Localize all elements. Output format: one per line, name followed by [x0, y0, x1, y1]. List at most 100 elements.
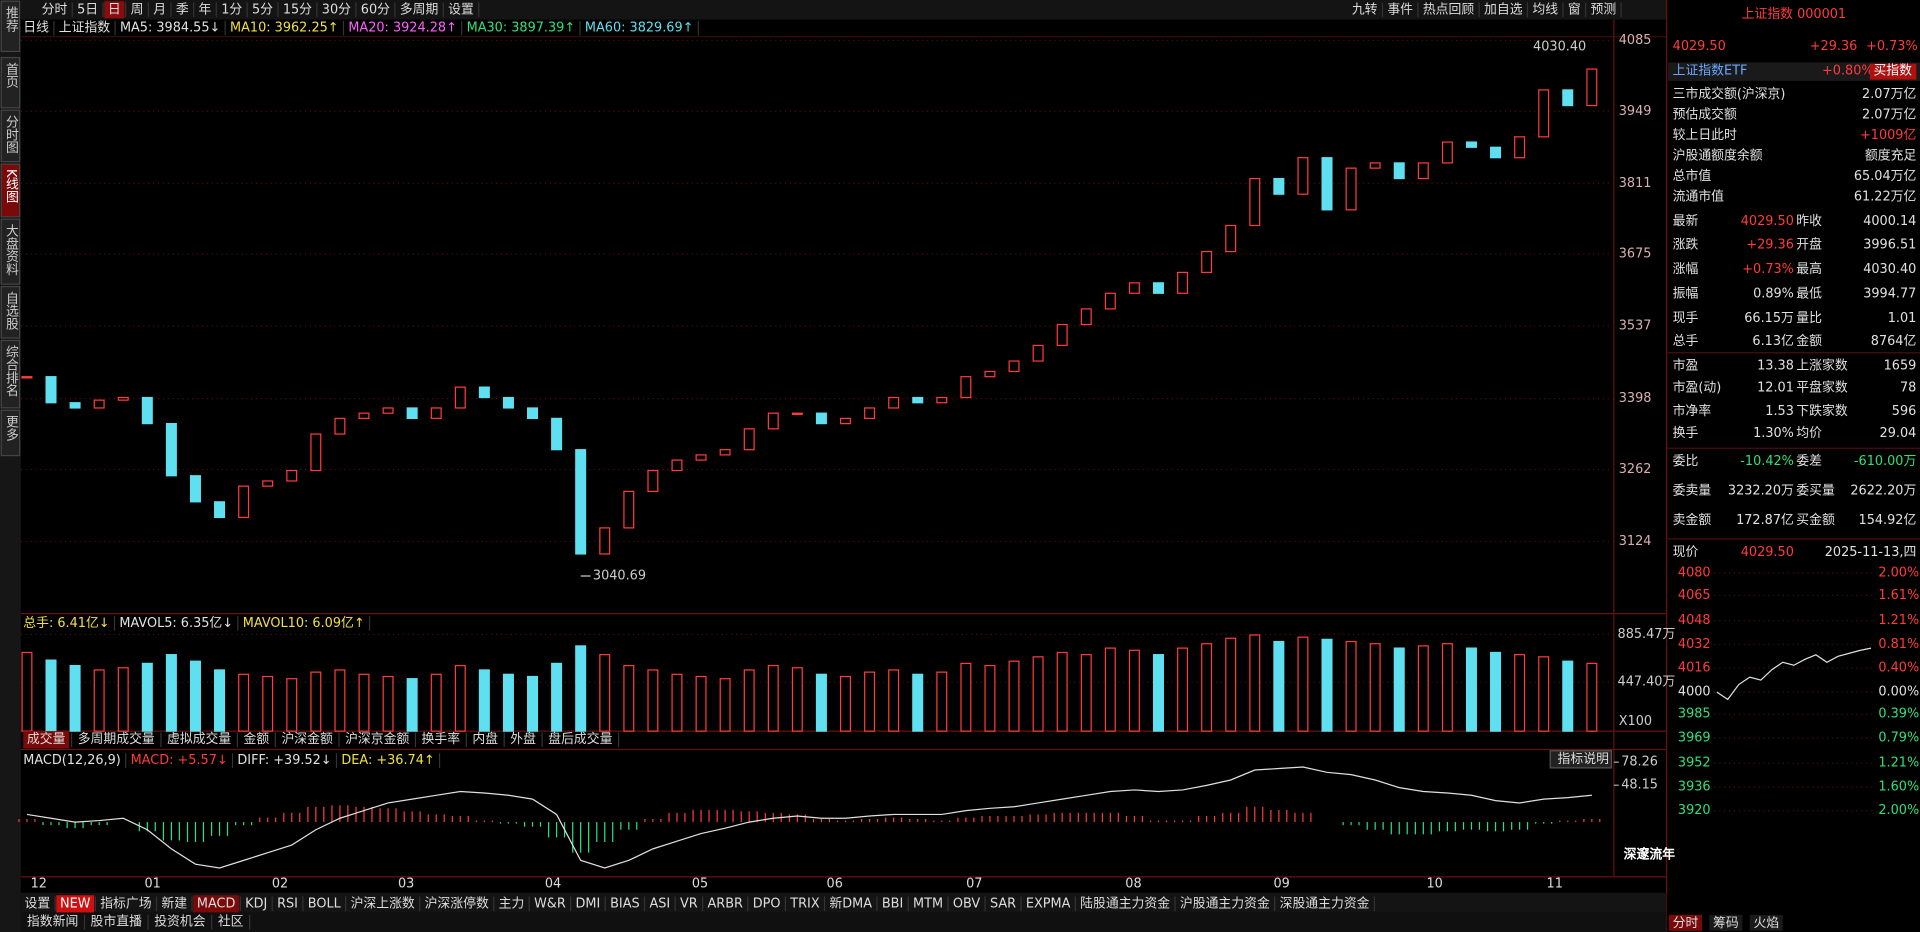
- indicator-tab[interactable]: 沪深涨停数: [425, 895, 489, 911]
- ma-legend[interactable]: MA30: 3897.39↑: [467, 21, 575, 36]
- indicator-tab[interactable]: 深股通主力资金: [1280, 895, 1370, 911]
- buy-button[interactable]: 买指数: [1873, 64, 1912, 79]
- indicator-tab[interactable]: TRIX: [789, 896, 820, 911]
- indicator-tab[interactable]: W&R: [534, 896, 566, 911]
- period-tab[interactable]: 年: [199, 2, 212, 17]
- indicator-tab-bg[interactable]: [56, 895, 95, 913]
- indicator-tab[interactable]: BOLL: [308, 896, 342, 911]
- period-tab[interactable]: 60分: [361, 2, 390, 17]
- indicator-tab[interactable]: ASI: [649, 896, 670, 911]
- macd-legend[interactable]: DEA: +36.74↑: [341, 753, 434, 768]
- indicator-tab[interactable]: SAR: [990, 896, 1016, 911]
- buy-button-bg[interactable]: [1869, 63, 1917, 80]
- mini-tab[interactable]: 筹码: [1713, 915, 1739, 931]
- indicator-tab[interactable]: MTM: [913, 896, 943, 911]
- indicator-tab-bg[interactable]: [193, 895, 240, 913]
- volume-tab[interactable]: 成交量: [27, 731, 66, 747]
- bottom-tab[interactable]: 投资机会: [154, 914, 206, 930]
- indicator-tab[interactable]: VR: [680, 896, 698, 911]
- indicator-tab[interactable]: EXPMA: [1026, 896, 1071, 911]
- period-tab[interactable]: 分时: [42, 2, 68, 17]
- indicator-tab[interactable]: 设置: [24, 896, 50, 911]
- volume-tab[interactable]: 多周期成交量: [78, 731, 155, 747]
- sidebar-tab[interactable]: [0, 163, 21, 218]
- sidebar-tab[interactable]: [0, 218, 21, 285]
- ma-legend[interactable]: MA10: 3962.25↑: [230, 21, 338, 36]
- period-tab[interactable]: 1分: [221, 2, 242, 17]
- volume-legend[interactable]: 总手: 6.41亿↓: [23, 616, 109, 631]
- sidebar-label[interactable]: 更多: [3, 415, 18, 441]
- indicator-tab[interactable]: ARBR: [707, 896, 743, 911]
- volume-tab[interactable]: 内盘: [472, 731, 498, 747]
- indicator-help[interactable]: 指标说明: [1558, 752, 1609, 767]
- indicator-tab[interactable]: 指标广场: [100, 896, 152, 911]
- volume-tab[interactable]: 盘后成交量: [548, 731, 612, 747]
- indicator-tab[interactable]: KDJ: [245, 896, 267, 911]
- period-tab[interactable]: 5分: [252, 2, 273, 17]
- indicator-help-bg[interactable]: [1549, 750, 1613, 769]
- indicator-tab[interactable]: 沪股通主力资金: [1180, 895, 1270, 911]
- sidebar-tab[interactable]: [0, 285, 21, 339]
- mini-tab[interactable]: 火焰: [1753, 916, 1779, 931]
- volume-tab[interactable]: 沪深金额: [281, 731, 333, 747]
- sidebar-label[interactable]: 综合排名: [3, 345, 18, 397]
- period-tab-bg[interactable]: [104, 1, 125, 19]
- period-tab[interactable]: 5日: [77, 2, 98, 17]
- macd-legend[interactable]: MACD(12,26,9): [23, 753, 121, 768]
- sidebar-label[interactable]: 自选股: [3, 291, 18, 330]
- period-tab[interactable]: 30分: [322, 2, 351, 17]
- ma-legend[interactable]: 日线: [23, 21, 49, 36]
- volume-legend[interactable]: MAVOL10: 6.09亿↑: [243, 616, 365, 631]
- period-tab[interactable]: 季: [176, 2, 189, 17]
- sidebar-label[interactable]: 推荐: [3, 6, 18, 32]
- volume-tab[interactable]: 换手率: [422, 731, 461, 747]
- indicator-tab[interactable]: 新DMA: [829, 895, 872, 911]
- volume-legend[interactable]: MAVOL5: 6.35亿↓: [119, 616, 233, 631]
- ma-legend[interactable]: MA5: 3984.55↓: [120, 21, 220, 36]
- macd-legend[interactable]: MACD: +5.57↓: [131, 753, 228, 768]
- mini-tab-bg[interactable]: [1668, 914, 1703, 931]
- indicator-tab[interactable]: RSI: [277, 896, 298, 911]
- ma-legend[interactable]: MA20: 3924.28↑: [348, 21, 456, 36]
- sidebar-label[interactable]: 分时图: [3, 115, 18, 154]
- bottom-tab[interactable]: 指数新闻: [27, 914, 78, 930]
- tool-button[interactable]: 热点回顾: [1423, 2, 1475, 17]
- sidebar-tab[interactable]: [0, 409, 21, 457]
- period-tab[interactable]: 15分: [283, 2, 312, 17]
- indicator-tab[interactable]: NEW: [60, 896, 91, 911]
- sidebar-label[interactable]: 首页: [3, 62, 18, 88]
- indicator-tab[interactable]: 主力: [499, 896, 525, 911]
- indicator-tab[interactable]: 陆股通主力资金: [1080, 895, 1170, 911]
- indicator-tab[interactable]: 新建: [161, 895, 187, 911]
- sidebar-tab[interactable]: [0, 0, 21, 53]
- indicator-tab[interactable]: BIAS: [610, 896, 640, 911]
- tool-button[interactable]: 窗: [1568, 1, 1581, 17]
- period-tab[interactable]: 多周期: [400, 2, 439, 17]
- period-tab[interactable]: 日: [108, 2, 121, 17]
- etf-name[interactable]: 上证指数ETF: [1673, 64, 1748, 79]
- ma-legend[interactable]: 上证指数: [59, 21, 111, 36]
- period-tab[interactable]: 周: [131, 2, 144, 17]
- macd-legend[interactable]: DIFF: +39.52↓: [237, 753, 331, 768]
- indicator-tab[interactable]: MACD: [197, 896, 236, 911]
- tool-button[interactable]: 预测: [1591, 2, 1617, 17]
- indicator-tab[interactable]: DPO: [753, 896, 781, 911]
- sidebar-tab[interactable]: [0, 56, 21, 109]
- period-tab[interactable]: 设置: [448, 2, 474, 17]
- volume-tab[interactable]: 沪深京金额: [345, 731, 409, 747]
- indicator-tab[interactable]: 沪深上涨数: [351, 896, 415, 911]
- tool-button[interactable]: 九转: [1352, 2, 1378, 17]
- period-tab[interactable]: 月: [153, 2, 166, 17]
- volume-tab[interactable]: 外盘: [510, 731, 536, 747]
- sidebar-label[interactable]: K线图: [3, 169, 18, 204]
- sidebar-tab[interactable]: [0, 339, 21, 409]
- volume-tab[interactable]: 金额: [244, 731, 270, 747]
- indicator-tab[interactable]: BBI: [882, 896, 903, 911]
- volume-tab[interactable]: 虚拟成交量: [167, 731, 231, 747]
- tool-button[interactable]: 事件: [1387, 2, 1413, 17]
- tool-button[interactable]: 均线: [1532, 2, 1558, 17]
- mini-tab[interactable]: 分时: [1673, 916, 1699, 931]
- mini-tab-bg[interactable]: [1749, 914, 1783, 931]
- bottom-tab[interactable]: 社区: [218, 914, 244, 930]
- ma-legend[interactable]: MA60: 3829.69↑: [585, 21, 693, 36]
